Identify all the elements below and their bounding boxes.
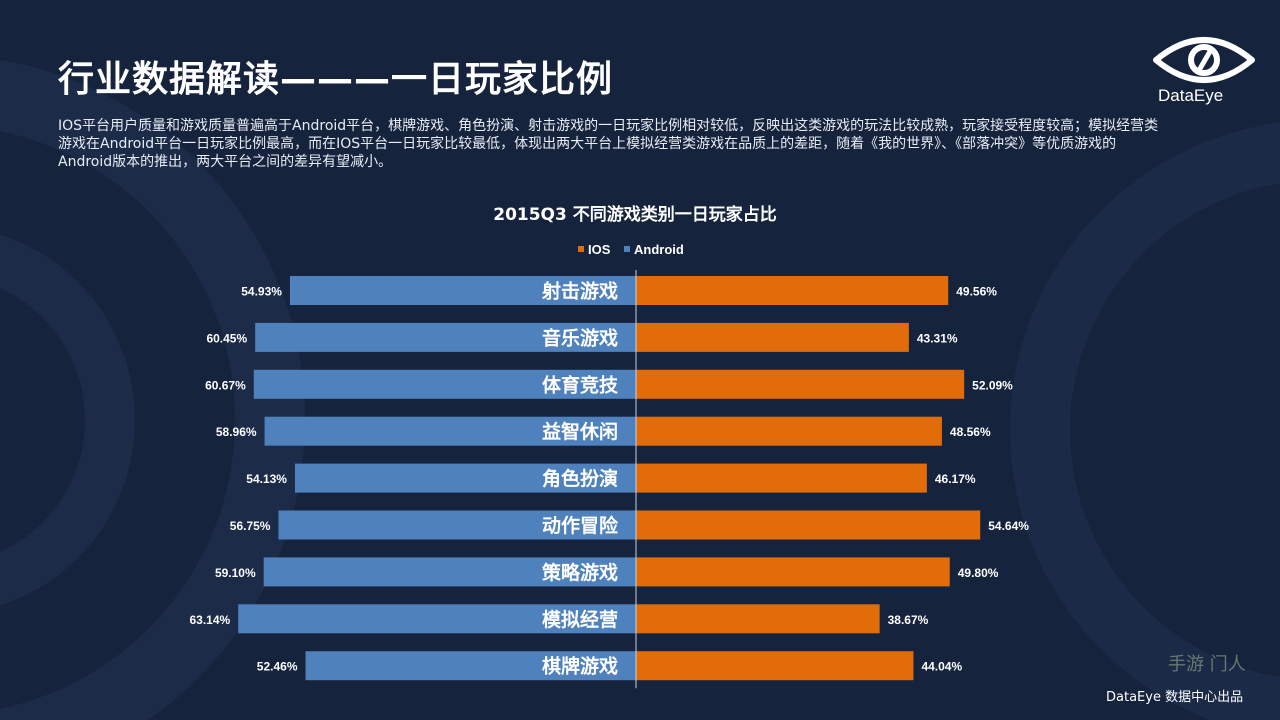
- bar-ios: [636, 463, 927, 493]
- bar-ios: [636, 510, 981, 540]
- data-label-ios: 48.56%: [950, 425, 991, 439]
- bar-ios: [636, 604, 880, 634]
- category-label: 益智休闲: [542, 420, 618, 443]
- data-label-ios: 44.04%: [921, 660, 962, 674]
- category-label: 体育竞技: [542, 373, 619, 396]
- category-label: 策略游戏: [542, 561, 618, 584]
- legend-swatch-android: [624, 246, 630, 252]
- bar-android: [264, 416, 636, 446]
- bar-android: [253, 369, 637, 399]
- data-label-android: 58.96%: [216, 425, 257, 439]
- logo-text: DataEye: [1158, 86, 1224, 105]
- data-label-android: 52.46%: [257, 660, 298, 674]
- bar-ios: [636, 416, 942, 446]
- data-label-ios: 43.31%: [917, 331, 958, 345]
- category-label: 模拟经营: [542, 608, 618, 631]
- legend-label-ios: IOS: [588, 242, 611, 257]
- page-title: 行业数据解读———一日玩家比例: [58, 59, 614, 100]
- bar-android: [289, 276, 636, 305]
- bar-ios: [636, 322, 909, 352]
- bar-ios: [636, 369, 965, 399]
- bar-android: [294, 463, 636, 493]
- bar-ios: [636, 557, 950, 587]
- data-label-android: 63.14%: [190, 613, 231, 627]
- dataeye-logo-icon: [1153, 37, 1255, 83]
- watermark: 手游 门人: [1168, 654, 1246, 675]
- diverging-bar-chart: 2015Q3 不同游戏类别一日玩家占比 IOS Android 54.93% 49.56…: [190, 204, 1029, 689]
- category-label: 射击游戏: [541, 280, 618, 303]
- data-label-ios: 49.80%: [958, 566, 999, 580]
- chart-title: 2015Q3 不同游戏类别一日玩家占比: [493, 204, 777, 225]
- data-label-android: 60.67%: [205, 378, 246, 392]
- bar-android: [278, 510, 636, 540]
- data-label-ios: 49.56%: [956, 285, 997, 299]
- bar-ios: [636, 276, 949, 305]
- bar-android: [255, 322, 637, 352]
- data-label-android: 60.45%: [206, 331, 247, 345]
- bar-android: [238, 604, 636, 634]
- data-label-android: 54.13%: [246, 472, 287, 486]
- data-label-android: 54.93%: [241, 285, 282, 299]
- data-label-ios: 52.09%: [972, 378, 1013, 392]
- bar-ios: [636, 651, 914, 681]
- data-label-android: 59.10%: [215, 566, 256, 580]
- category-label: 角色扮演: [542, 467, 618, 490]
- data-label-ios: 54.64%: [988, 519, 1029, 533]
- category-label: 棋牌游戏: [542, 655, 618, 678]
- bar-android: [263, 557, 636, 587]
- data-label-android: 56.75%: [230, 519, 271, 533]
- legend-swatch-ios: [578, 246, 584, 252]
- footer-credit: DataEye 数据中心出品: [1106, 690, 1244, 705]
- page-description: IOS平台用户质量和游戏质量普遍高于Android平台，棋牌游戏、角色扮演、射击…: [58, 118, 1159, 170]
- bar-android: [305, 651, 636, 681]
- data-label-ios: 38.67%: [888, 613, 929, 627]
- category-label: 动作冒险: [542, 514, 619, 537]
- data-label-ios: 46.17%: [935, 472, 976, 486]
- category-label: 音乐游戏: [542, 326, 618, 349]
- legend-label-android: Android: [634, 242, 684, 257]
